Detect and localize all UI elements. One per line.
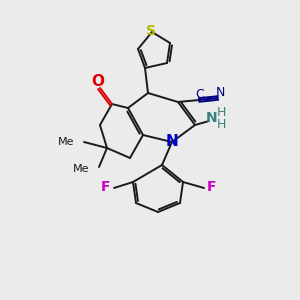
Text: S: S [146,24,156,38]
Text: F: F [207,180,217,194]
Text: C: C [196,88,204,101]
Text: N: N [206,111,218,125]
Text: O: O [92,74,104,89]
Text: F: F [101,180,111,194]
Text: H: H [216,106,226,118]
Text: Me: Me [58,137,74,147]
Text: N: N [215,86,225,100]
Text: N: N [166,134,178,149]
Text: Me: Me [73,164,89,174]
Text: H: H [216,118,226,131]
